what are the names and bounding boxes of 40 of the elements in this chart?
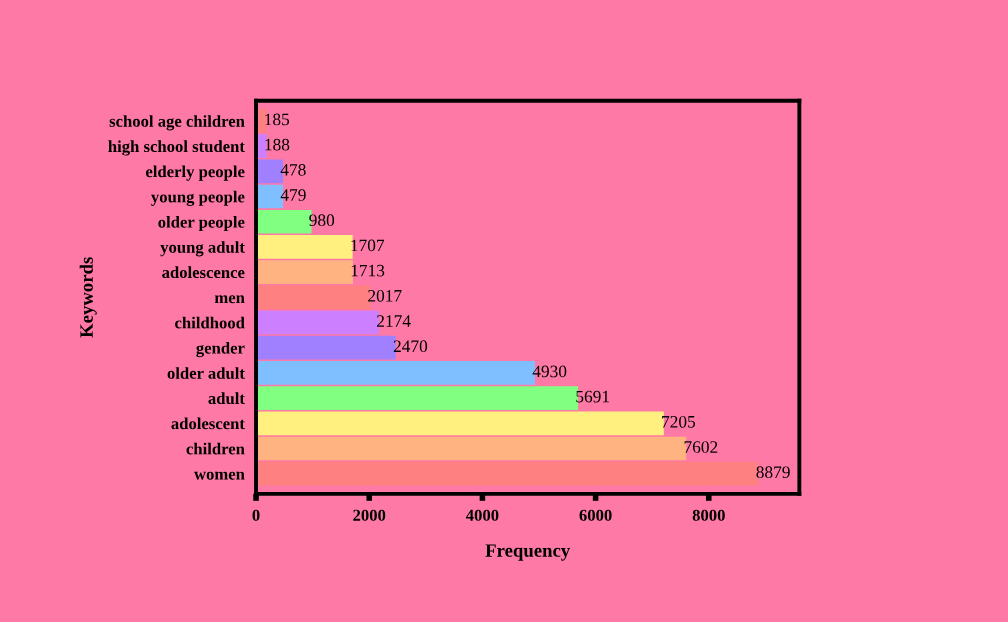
y-tick-label: adult bbox=[208, 392, 245, 405]
y-tick-label: women bbox=[194, 471, 245, 480]
y-tick-label: adolescent bbox=[171, 417, 245, 430]
data-label: 5691 bbox=[576, 390, 610, 403]
data-label: 188 bbox=[265, 138, 290, 151]
data-label: 8879 bbox=[756, 466, 790, 479]
data-label: 2174 bbox=[377, 315, 411, 327]
x-axis-title: Frequency bbox=[485, 544, 571, 561]
data-label: 479 bbox=[280, 189, 306, 201]
y-tick-label: school age children bbox=[109, 115, 245, 131]
data-label: 4930 bbox=[532, 365, 567, 378]
y-tick-label: gender bbox=[196, 341, 245, 358]
y-tick-label: elderly people bbox=[145, 165, 245, 181]
y-tick-label: older adult bbox=[167, 367, 245, 379]
y-tick-label: children bbox=[186, 442, 245, 455]
y-tick-label: older people bbox=[158, 215, 245, 232]
bar bbox=[256, 260, 353, 284]
y-tick-label: men bbox=[214, 295, 245, 304]
bar bbox=[256, 411, 664, 436]
data-label: 980 bbox=[309, 214, 335, 227]
y-tick-label: young adult bbox=[160, 241, 245, 257]
data-label: 478 bbox=[280, 163, 306, 176]
y-axis-title: Keywords bbox=[79, 257, 97, 338]
data-label: 1713 bbox=[351, 264, 385, 277]
data-label: 2017 bbox=[368, 289, 402, 302]
data-label: 7602 bbox=[684, 441, 718, 453]
x-tick-label: 0 bbox=[252, 509, 260, 521]
x-tick-label: 4000 bbox=[465, 509, 499, 521]
y-tick-label: childhood bbox=[175, 316, 245, 329]
data-label: 7205 bbox=[662, 415, 696, 428]
y-tick-label: adolescence bbox=[162, 266, 245, 279]
x-tick-label: 6000 bbox=[579, 509, 612, 521]
data-label: 2470 bbox=[393, 340, 428, 353]
x-tick-label: 8000 bbox=[692, 509, 725, 521]
data-label: 185 bbox=[265, 113, 290, 126]
bar bbox=[256, 235, 353, 259]
x-tick-label: 2000 bbox=[353, 509, 386, 521]
data-label: 1707 bbox=[351, 239, 385, 252]
y-tick-label: high school student bbox=[108, 140, 245, 156]
y-tick-label: young people bbox=[151, 190, 245, 206]
